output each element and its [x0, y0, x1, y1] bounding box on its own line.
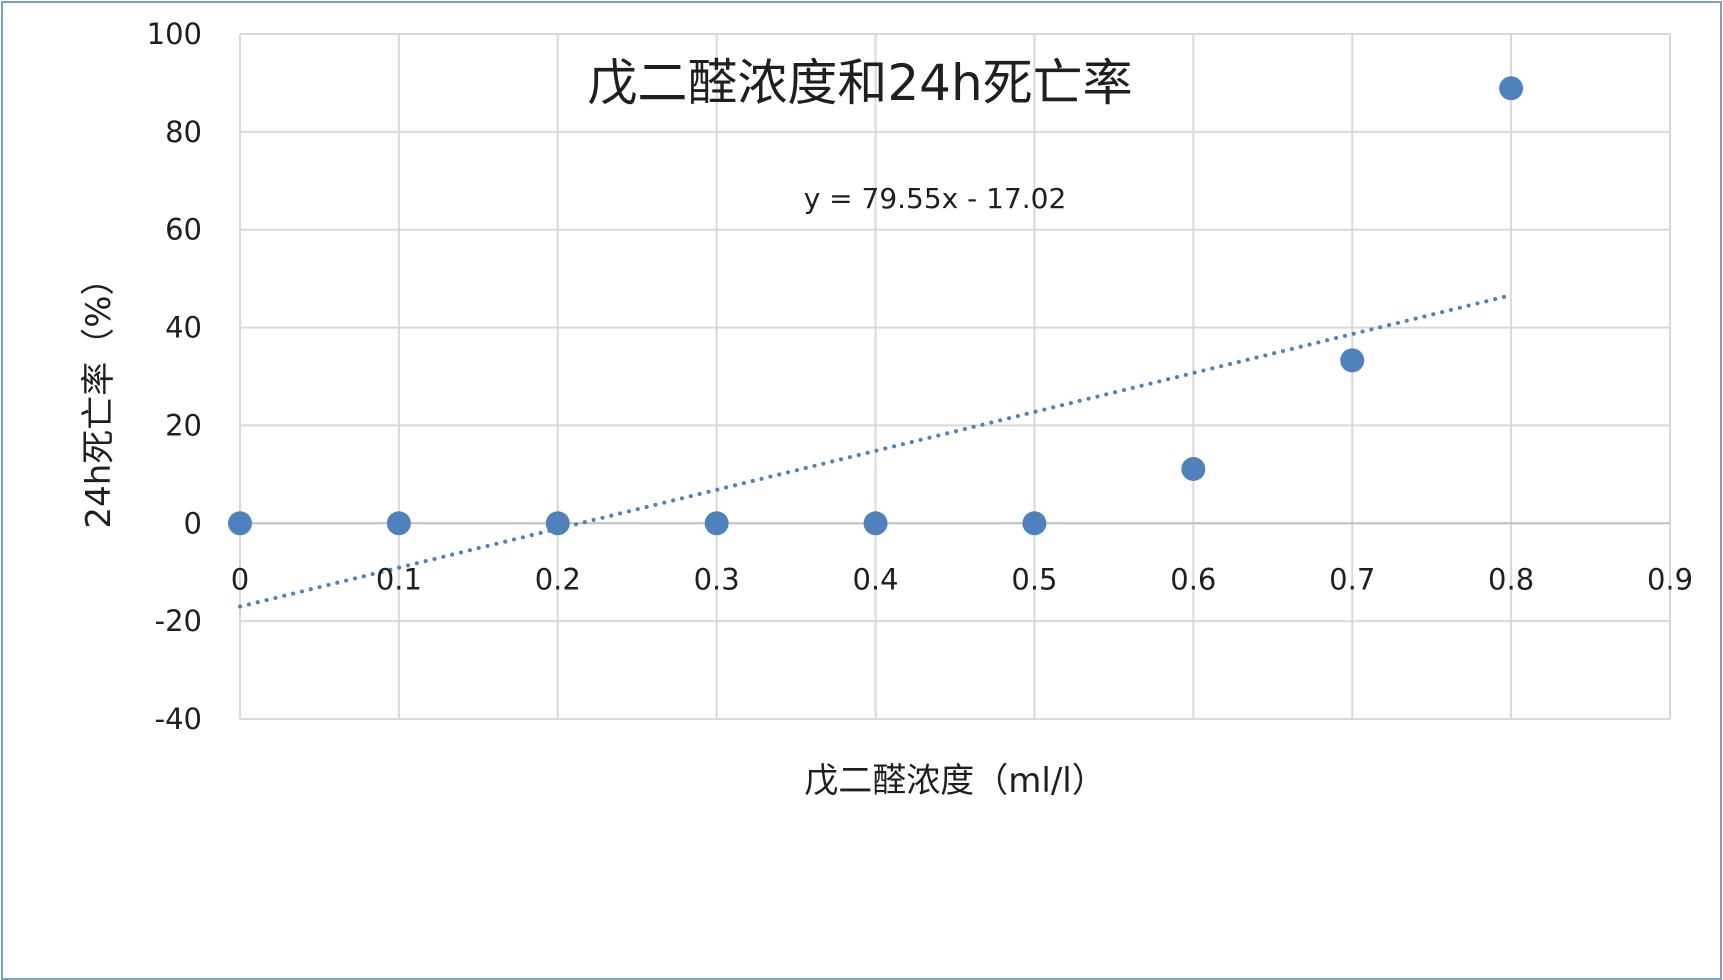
- y-axis-ticks: 100 80 60 40 20 0 -20 -40: [147, 17, 202, 736]
- y-tick-label: 0: [184, 506, 202, 540]
- x-axis-ticks: 0 0.1 0.2 0.3 0.4 0.5 0.6 0.7 0.8 0.9: [231, 562, 1693, 596]
- data-point: [1181, 456, 1206, 481]
- y-axis-title: 24h死亡率（%）: [79, 261, 119, 528]
- trendline: [238, 293, 1514, 609]
- data-points: [228, 76, 1524, 536]
- y-tick-label: 60: [165, 213, 202, 247]
- x-tick-label: 0.4: [852, 562, 898, 596]
- x-tick-label: 0.8: [1488, 562, 1534, 596]
- y-tick-label: 100: [147, 17, 202, 51]
- x-tick-label: 0.1: [376, 562, 422, 596]
- trendline-layer: [238, 293, 1514, 609]
- gridlines: [239, 33, 1671, 720]
- data-point: [1499, 76, 1524, 101]
- x-tick-label: 0.2: [535, 562, 581, 596]
- x-tick-label: 0.6: [1170, 562, 1216, 596]
- y-tick-label: 20: [165, 408, 202, 442]
- data-point: [863, 511, 888, 536]
- x-tick-label: 0.3: [694, 562, 740, 596]
- y-tick-label: -40: [155, 702, 202, 736]
- chart-title: 戊二醛浓度和24h死亡率: [587, 54, 1132, 112]
- data-point: [1022, 511, 1047, 536]
- x-tick-label: 0.7: [1329, 562, 1375, 596]
- data-point: [228, 511, 252, 536]
- x-tick-label: 0.5: [1011, 562, 1057, 596]
- x-tick-label: 0.9: [1647, 562, 1693, 596]
- y-tick-label: 40: [165, 311, 202, 345]
- y-tick-label: 80: [165, 115, 202, 149]
- data-point: [1340, 348, 1365, 373]
- data-point: [704, 511, 729, 536]
- x-axis-title: 戊二醛浓度（ml/l）: [804, 761, 1105, 801]
- trendline-equation: y = 79.55x - 17.02: [804, 182, 1067, 215]
- data-point: [386, 511, 411, 536]
- y-tick-label: -20: [155, 604, 202, 638]
- x-tick-label: 0: [231, 562, 249, 596]
- data-point: [545, 511, 570, 536]
